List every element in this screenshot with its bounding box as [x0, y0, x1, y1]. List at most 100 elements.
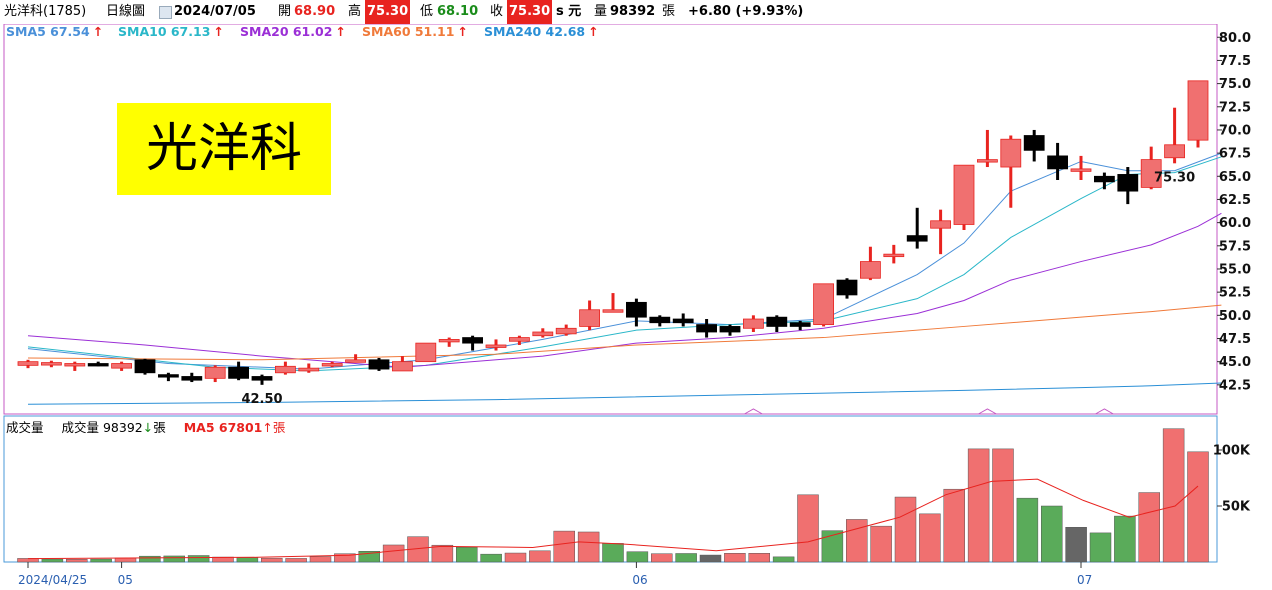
volume-bar	[870, 525, 892, 563]
candle-body	[1164, 144, 1185, 159]
volume-bar	[261, 557, 283, 563]
chart-kind-menu[interactable]: 日線圖	[106, 4, 146, 19]
volume-bar	[967, 448, 990, 563]
candle-body	[579, 309, 600, 327]
event-marker	[978, 408, 997, 415]
candle-body	[157, 374, 179, 378]
candle-body	[743, 318, 764, 329]
candle-body	[813, 283, 834, 325]
up-arrow-icon: ↑	[92, 24, 104, 39]
price-axis-label: 50.0	[1219, 309, 1251, 324]
price-axis-label: 70.0	[1219, 123, 1251, 138]
x-axis-label: 07	[1077, 573, 1092, 587]
sma-line-sma240	[27, 382, 1222, 405]
candle-body	[906, 235, 928, 242]
price-axis-label: 47.5	[1219, 332, 1251, 347]
price-axis-label: 67.5	[1219, 147, 1251, 162]
event-marker	[1095, 408, 1114, 415]
low-label: 低	[420, 4, 434, 19]
candle-body	[789, 322, 811, 327]
volume-bar	[382, 544, 405, 563]
volume-bar	[821, 530, 844, 563]
candle-body	[415, 342, 437, 363]
candle-body	[134, 359, 156, 374]
candle-body	[485, 344, 507, 348]
candle-body	[766, 316, 788, 327]
volume-bar	[1016, 497, 1039, 563]
candle-body	[368, 359, 390, 370]
candle-body	[602, 309, 624, 313]
volume-bar	[797, 494, 819, 563]
volume-bar	[699, 554, 722, 563]
candle-body	[204, 366, 226, 379]
low-value: 68.10	[437, 4, 479, 19]
ma-legend-item: SMA20 61.02 ↑	[240, 24, 346, 39]
sma-line-sma20	[27, 212, 1222, 368]
volume-bar	[1065, 527, 1087, 563]
candle-body	[508, 337, 530, 342]
candle-body	[1117, 174, 1139, 192]
price-axis-label: 52.5	[1219, 286, 1251, 301]
open-label: 開	[278, 4, 292, 19]
close-label: 收	[490, 4, 504, 19]
volume-bar	[480, 553, 502, 563]
candle-body	[1140, 159, 1162, 188]
volume-unit: 張	[662, 4, 676, 19]
volume-bar	[626, 551, 649, 563]
volume-bar	[772, 556, 795, 563]
sma-line-sma60	[27, 304, 1222, 361]
x-axis-label: 06	[632, 573, 647, 587]
volume-legend-label: 成交量 98392	[61, 420, 143, 435]
candle-body	[228, 366, 250, 379]
volume-bar	[1114, 515, 1136, 563]
volume-bar	[139, 555, 161, 563]
volume-bar	[1187, 451, 1209, 563]
price-axis-label: 65.0	[1219, 170, 1251, 185]
candle-body	[883, 253, 905, 258]
volume-bar	[41, 558, 64, 563]
volume-bar	[1089, 532, 1112, 563]
price-layer: 75.30 42.50	[17, 80, 1222, 415]
volume-bar	[651, 553, 673, 563]
candle-body	[1047, 155, 1068, 170]
volume-bar	[577, 531, 600, 563]
stock-chart[interactable]: 75.30 42.50 42.5 45.0 47.5 50.0 52.5 55.0 57.5 6…	[0, 24, 1272, 590]
axis-layer: 42.5 45.0 47.5 50.0 52.5 55.0 57.5 60.0 62.5 65.0…	[18, 31, 1251, 587]
candle-body	[532, 331, 554, 337]
volume-bar	[943, 488, 965, 563]
price-axis-label: 45.0	[1219, 355, 1251, 370]
candle-body	[298, 367, 320, 372]
candle-body	[672, 318, 694, 324]
candle-body	[719, 326, 741, 333]
volume-bar	[919, 513, 941, 563]
volume-bar	[114, 557, 137, 563]
volume-bar	[553, 530, 575, 563]
candle-body	[860, 261, 881, 279]
high-label: 高	[348, 4, 362, 19]
price-annotation: 42.50	[241, 392, 282, 407]
volume-bar	[187, 555, 210, 563]
price-axis-label: 60.0	[1219, 216, 1251, 231]
candle-body	[391, 361, 413, 372]
candle-body	[111, 363, 132, 369]
open-value: 68.90	[294, 4, 336, 19]
candle-body	[251, 376, 273, 381]
candle-body	[181, 376, 203, 381]
event-marker	[744, 408, 763, 415]
up-arrow-icon: ↑	[457, 24, 468, 39]
volume-bar	[529, 550, 551, 563]
volume-bar	[285, 558, 307, 563]
calendar-icon[interactable]	[159, 6, 172, 19]
candle-body	[87, 363, 109, 367]
candle-body	[953, 164, 975, 225]
volume-axis-label: 50K	[1222, 500, 1251, 515]
volume-bar	[309, 556, 332, 563]
volume-down-arrow-icon: ↓	[142, 420, 154, 435]
volume-legend-unit: 張	[153, 420, 166, 435]
candle-body	[930, 220, 951, 229]
ma-legend-item: SMA240 42.68 ↑	[484, 24, 599, 39]
high-value: 75.30	[365, 0, 411, 24]
stock-name: 光洋科(1785)	[4, 4, 87, 19]
volume-bar	[748, 553, 770, 563]
volume-bar	[1162, 428, 1185, 563]
